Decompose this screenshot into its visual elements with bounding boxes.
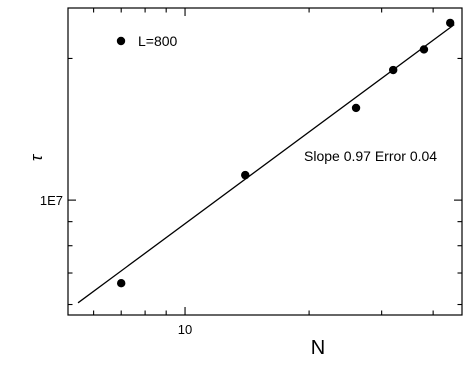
data-point <box>445 18 455 28</box>
legend: L=800 <box>116 33 178 49</box>
data-point <box>116 278 126 288</box>
y-axis-label: τ <box>27 153 46 161</box>
data-point <box>389 65 398 75</box>
data-point <box>241 170 250 180</box>
legend-label: L=800 <box>138 33 178 49</box>
x-tick-label: 10 <box>178 322 192 337</box>
data-point <box>351 103 361 113</box>
y-tick-label: 1E7 <box>40 193 63 208</box>
axis-ticks: 10 1E7 <box>40 8 462 337</box>
x-axis-label: N <box>311 337 325 359</box>
fit-annotation: Slope 0.97 Error 0.04 <box>304 148 437 164</box>
plot-frame <box>67 7 463 316</box>
legend-marker <box>116 36 126 46</box>
data-points <box>116 18 455 288</box>
data-point <box>419 45 429 54</box>
